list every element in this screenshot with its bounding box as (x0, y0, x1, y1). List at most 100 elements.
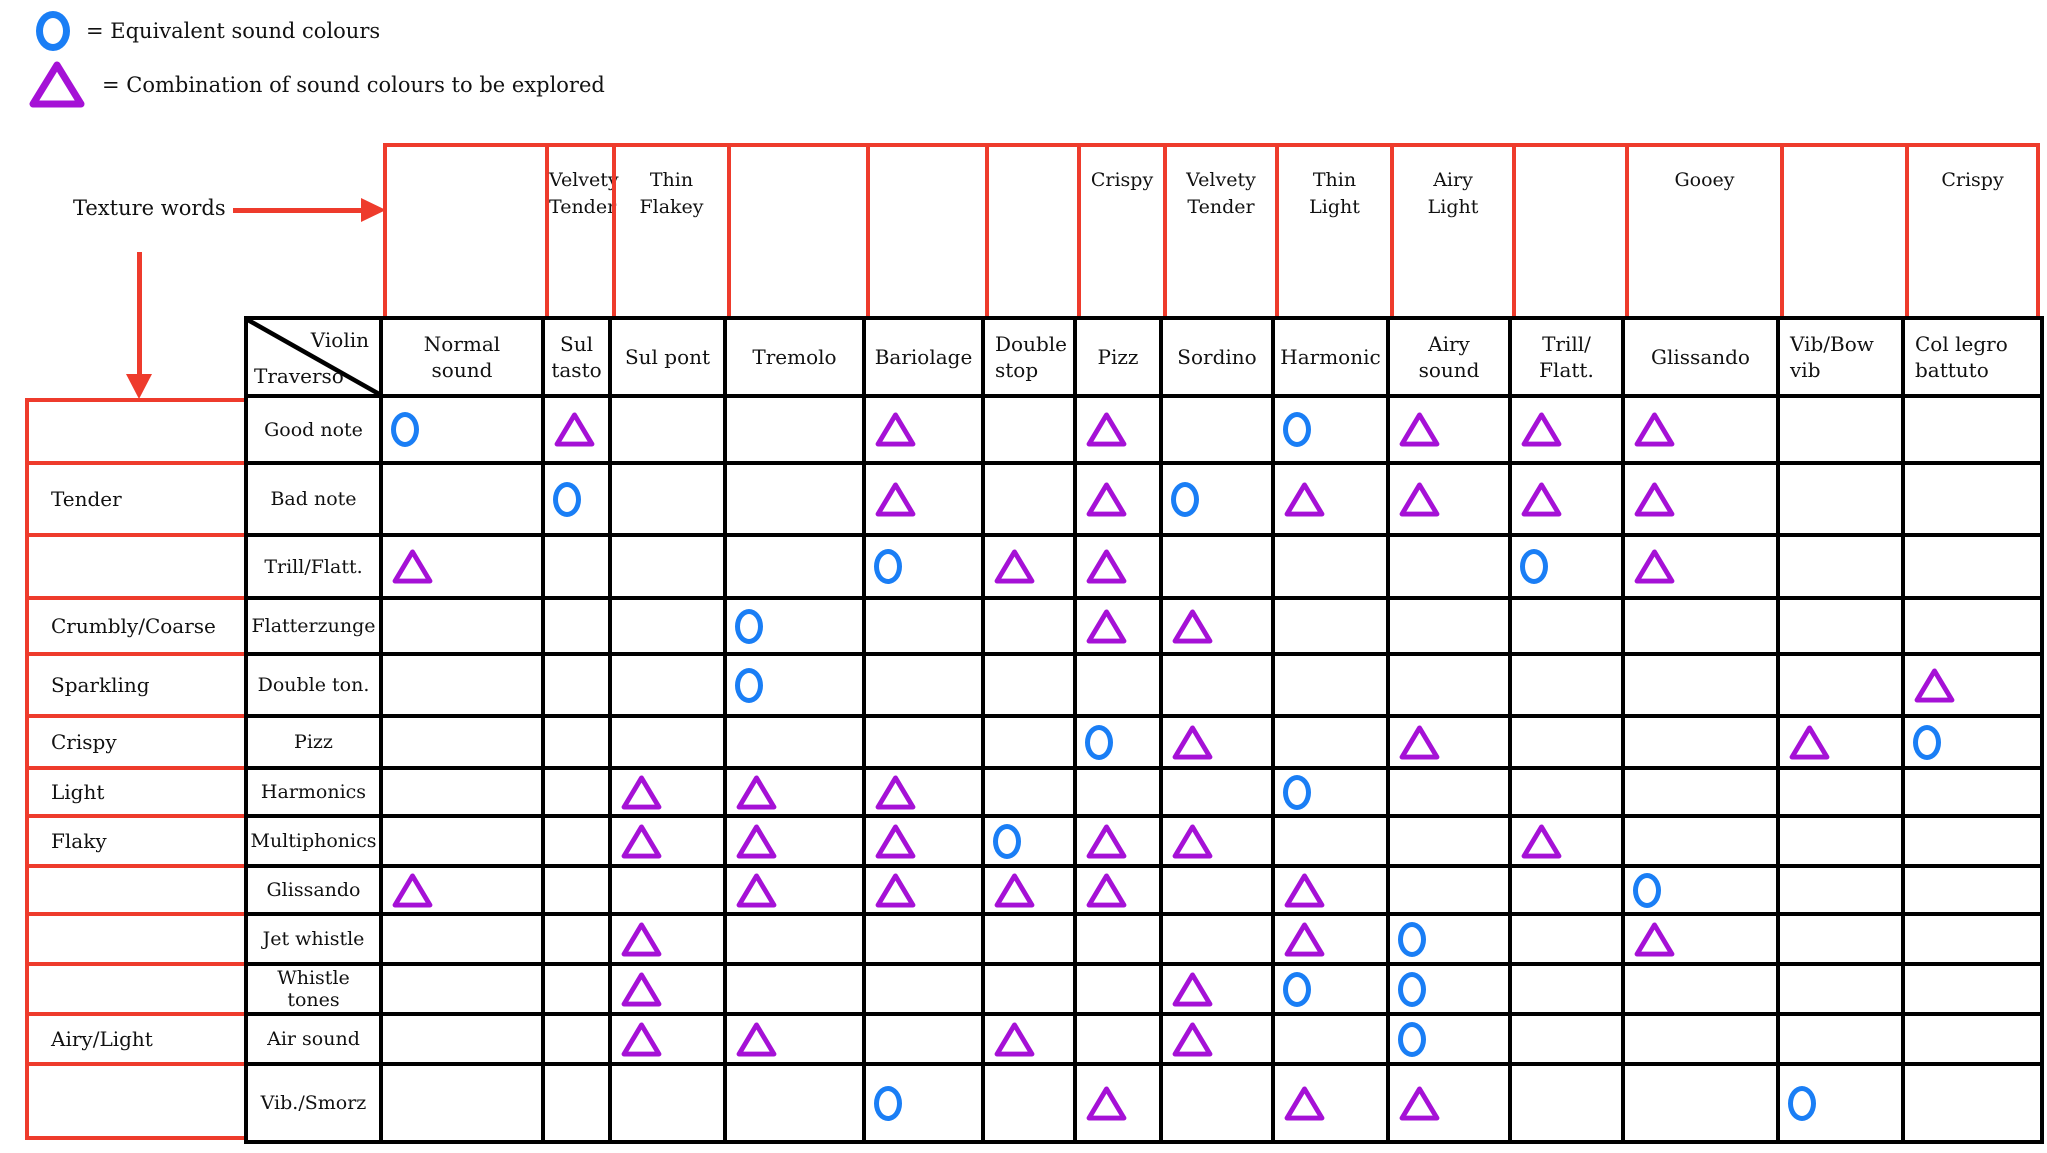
column-header: Trill/ Flatt. (1512, 320, 1625, 398)
legend-equivalent-row: = Equivalent sound colours (28, 8, 605, 54)
texture-words-arrow-right (233, 208, 363, 213)
texture-top-header: Velvety TenderThin FlakeyCrispyVelvety T… (383, 143, 2040, 320)
row-header: Bad note (248, 465, 383, 537)
empty-cell (545, 1066, 612, 1140)
empty-cell (1905, 398, 2040, 465)
empty-cell (985, 718, 1077, 770)
empty-cell (1077, 916, 1163, 966)
combination-triangle-icon (1283, 873, 1326, 908)
column-header: Tremolo (727, 320, 866, 398)
empty-cell (866, 718, 985, 770)
combination-triangle-icon (28, 60, 86, 110)
combination-triangle-icon (1171, 725, 1214, 760)
combination-triangle-icon (1171, 609, 1214, 644)
combination-triangle-icon (1085, 873, 1128, 908)
equivalent-circle-icon (735, 609, 763, 644)
combination-triangle-icon (874, 775, 917, 810)
equivalent-circle-icon (1283, 972, 1311, 1007)
equivalent-mark-cell (1275, 966, 1390, 1016)
empty-cell (612, 465, 727, 537)
row-header: Pizz (248, 718, 383, 770)
empty-cell (727, 465, 866, 537)
empty-cell (1780, 916, 1905, 966)
column-header: Vib/Bow vib (1780, 320, 1905, 398)
empty-cell (545, 600, 612, 656)
empty-cell (383, 718, 545, 770)
combination-mark-cell (727, 868, 866, 916)
row-header: Jet whistle (248, 916, 383, 966)
empty-cell (545, 818, 612, 868)
combination-mark-cell (1163, 966, 1275, 1016)
empty-cell (545, 916, 612, 966)
empty-cell (1163, 916, 1275, 966)
legend-combination-text: = Combination of sound colours to be exp… (102, 73, 605, 97)
combination-mark-cell (545, 398, 612, 465)
empty-cell (1625, 718, 1780, 770)
combination-mark-cell (1275, 465, 1390, 537)
row-header: Multiphonics (248, 818, 383, 868)
combination-triangle-icon (1398, 412, 1441, 447)
empty-cell (1163, 770, 1275, 818)
texture-word-top: Crispy (1905, 143, 2040, 320)
empty-cell (545, 868, 612, 916)
empty-cell (1512, 966, 1625, 1016)
equivalent-circle-icon (1788, 1086, 1816, 1121)
empty-cell (1390, 818, 1512, 868)
empty-cell (1163, 656, 1275, 718)
empty-cell (1780, 465, 1905, 537)
empty-cell (1077, 966, 1163, 1016)
combination-mark-cell (1625, 398, 1780, 465)
texture-word-left: Crispy (25, 718, 248, 770)
texture-left-column: TenderCrumbly/CoarseSparklingCrispyLight… (25, 398, 248, 1140)
empty-cell (1275, 656, 1390, 718)
empty-cell (1905, 600, 2040, 656)
row-header: Vib./Smorz (248, 1066, 383, 1140)
empty-cell (1163, 398, 1275, 465)
equivalent-circle-icon (1913, 725, 1941, 760)
empty-cell (383, 770, 545, 818)
empty-cell (727, 916, 866, 966)
combination-mark-cell (1625, 916, 1780, 966)
combination-triangle-icon (993, 549, 1036, 584)
combination-mark-cell (866, 770, 985, 818)
empty-cell (612, 718, 727, 770)
combination-triangle-icon (1085, 1086, 1128, 1121)
combination-mark-cell (383, 868, 545, 916)
combination-triangle-icon (993, 1022, 1036, 1057)
empty-cell (1275, 537, 1390, 600)
combination-triangle-icon (1085, 609, 1128, 644)
combination-triangle-icon (1171, 972, 1214, 1007)
empty-cell (612, 1066, 727, 1140)
empty-cell (1077, 770, 1163, 818)
empty-cell (1780, 868, 1905, 916)
empty-cell (1905, 868, 2040, 916)
empty-cell (1905, 966, 2040, 1016)
combination-triangle-icon (620, 922, 663, 957)
empty-cell (1780, 770, 1905, 818)
empty-cell (545, 966, 612, 1016)
combination-triangle-icon (1520, 824, 1563, 859)
combination-mark-cell (1163, 1016, 1275, 1066)
empty-cell (866, 1016, 985, 1066)
combination-mark-cell (1077, 537, 1163, 600)
column-header: Harmonic (1275, 320, 1390, 398)
combination-mark-cell (612, 966, 727, 1016)
combination-triangle-icon (874, 482, 917, 517)
texture-words-arrow-down-head (126, 374, 152, 399)
equivalent-circle-icon (1398, 922, 1426, 957)
combination-triangle-icon (1633, 922, 1676, 957)
combination-triangle-icon (874, 824, 917, 859)
equivalent-mark-cell (1275, 770, 1390, 818)
combination-mark-cell (866, 868, 985, 916)
empty-cell (1905, 1016, 2040, 1066)
empty-cell (1780, 966, 1905, 1016)
empty-cell (985, 916, 1077, 966)
row-header: Harmonics (248, 770, 383, 818)
combination-triangle-icon (1171, 1022, 1214, 1057)
texture-word-top (383, 143, 545, 320)
row-header: Flatterzunge (248, 600, 383, 656)
texture-word-top: Crispy (1077, 143, 1163, 320)
empty-cell (383, 818, 545, 868)
texture-word-left: Flaky (25, 818, 248, 868)
texture-word-top (1512, 143, 1625, 320)
